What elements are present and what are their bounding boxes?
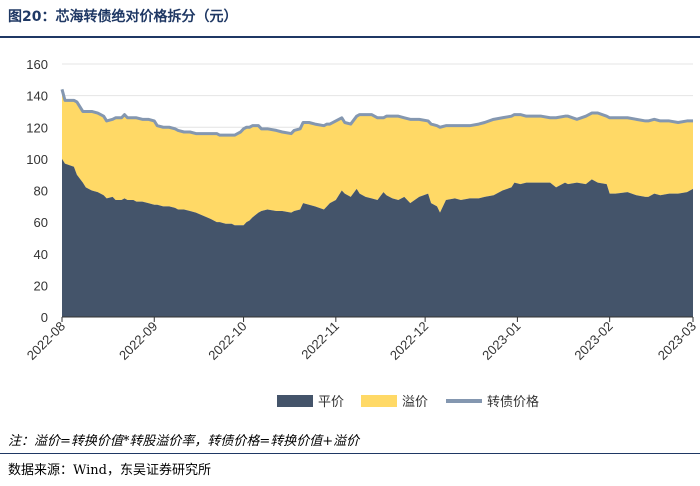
price-line [60,88,693,137]
y-tick-label: 100 [26,152,48,167]
y-tick-label: 20 [34,278,48,293]
y-tick-label: 60 [34,215,48,230]
premium-area [62,89,693,226]
x-tick-label: 2023-01 [479,319,523,363]
x-tick-label: 2023-03 [655,319,699,363]
y-tick-label: 40 [34,247,48,262]
x-tick-label: 2022-09 [116,319,160,363]
y-tick-label: 80 [34,184,48,199]
x-tick-label: 2022-11 [298,319,342,363]
y-axis-labels: 0 20 40 60 80 100 120 140 160 [26,57,48,325]
y-tick-label: 120 [26,120,48,135]
x-tick-label: 2022-08 [24,319,68,363]
x-tick-label: 2022-12 [387,319,431,363]
chart-areas [60,88,693,317]
legend-label-price: 转债价格 [487,394,539,410]
y-tick-label: 140 [26,89,48,104]
legend-label-premium: 溢价 [402,395,428,410]
y-tick-label: 0 [41,310,48,325]
legend: 平价 溢价 转债价格 [277,394,539,410]
chart-note: 注：溢价=转换价值*转股溢价率，转债价格=转换价值+溢价 [8,434,360,449]
figure-title: 图20：芯海转债绝对价格拆分（元） [8,9,238,25]
data-source: 数据来源：Wind，东吴证券研究所 [8,463,211,478]
x-tick-label: 2023-02 [571,319,615,363]
legend-swatch-parity [277,395,313,407]
x-tick-label: 2022-10 [205,319,249,363]
y-tick-label: 160 [26,57,48,72]
legend-swatch-premium [361,395,397,407]
x-axis: 2022-08 2022-09 2022-10 2022-11 2022-12 2023-… [24,316,699,363]
bottom-rule [0,453,700,454]
legend-label-parity: 平价 [318,395,344,410]
top-rule [0,36,700,38]
parity-area [62,158,693,317]
